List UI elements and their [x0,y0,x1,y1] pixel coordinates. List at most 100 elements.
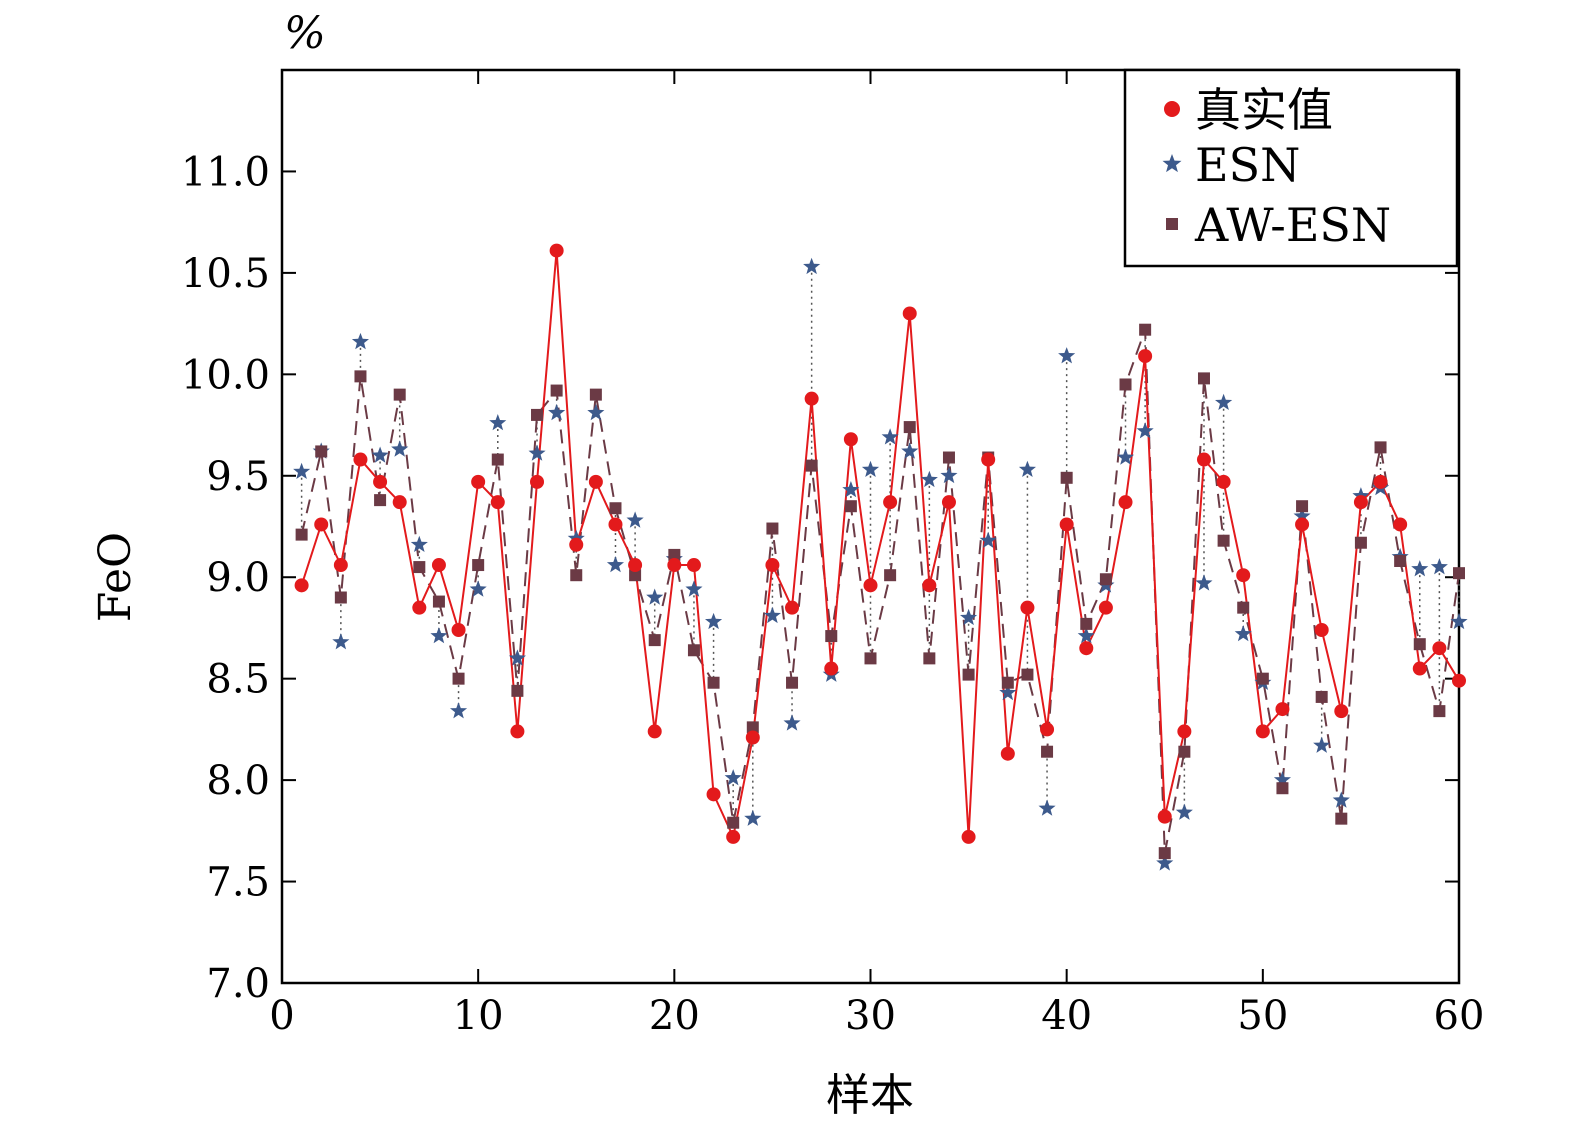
awesn-point [1197,372,1210,385]
awesn-point [923,652,936,665]
series-lines [300,250,1460,854]
true-value-point [745,730,760,745]
true-value-point [1177,724,1192,739]
true-value-point [647,724,662,739]
esn-point [646,588,664,605]
legend-label: ESN [1195,138,1300,192]
awesn-point [413,561,426,574]
x-tick-label: 40 [1041,993,1092,1039]
esn-point [1313,736,1331,753]
esn-point [1077,627,1095,644]
x-tick-label: 10 [453,993,504,1039]
awesn-point [942,451,955,464]
true-value-point [588,474,603,489]
y-tick-label: 10.5 [181,251,270,297]
awesn-point [1041,745,1054,758]
true-value-point [1353,495,1368,510]
true-value-point [451,622,466,637]
esn-point [842,481,860,498]
true-value-point [883,495,898,510]
esn-point [685,580,703,597]
awesn-point [1374,441,1387,454]
esn-point [1293,507,1311,524]
esn-point [901,442,919,459]
esn-point [450,702,468,719]
y-tick-label: 11.0 [181,149,270,195]
esn-point [1156,854,1174,871]
esn-point [1018,460,1036,477]
true-value-point [1059,517,1074,532]
awesn-point [1394,554,1407,567]
x-tick-label: 20 [649,993,700,1039]
awesn-point [1276,782,1289,795]
esn-point [1117,448,1135,465]
true-value-point [1216,474,1231,489]
esn-point [430,627,448,644]
awesn-point [1139,323,1152,336]
true-value-point [1452,673,1466,688]
esn-point [979,531,997,548]
awesn-point [825,630,838,643]
true-value-point [941,495,956,510]
awesn-point [472,559,485,572]
true-value-point [431,558,446,573]
awesn-point [1001,676,1014,689]
awesn-point [589,388,602,401]
y-tick-label: 10.0 [181,352,270,398]
esn-point [861,460,880,477]
true-value-point [902,306,917,321]
awesn-point [1453,567,1465,580]
y-tick-label: 7.0 [206,961,270,1007]
awesn-point [334,591,347,604]
true-value-point [294,578,309,593]
true-value-point [314,517,329,532]
esn-point [351,332,369,350]
esn-point [960,608,978,626]
awesn-point [609,502,622,515]
awesn-point [315,445,328,458]
true-value-point [765,558,780,573]
legend-box [1123,68,1459,268]
true-value-point [569,537,584,552]
awesn-point [1413,638,1426,651]
esn-point [332,633,350,650]
true-value-point [922,578,937,593]
awesn-point [1217,534,1230,547]
awesn-point [1296,500,1309,513]
true-value-point [726,829,741,844]
awesn-point [707,676,720,689]
legend-true-value-marker [1164,101,1180,117]
awesn-point [1315,690,1328,703]
awesn-point [1060,471,1073,484]
x-tick-label: 50 [1237,993,1288,1039]
awesn-point [1021,668,1034,681]
true-value-point [1255,724,1270,739]
true-value-point [1040,722,1055,737]
awesn-point [432,595,445,608]
true-value-point [843,432,858,447]
esn-point [705,612,723,630]
unit-label: % [284,8,326,59]
esn-point [1058,347,1076,364]
esn-point [920,470,938,488]
awesn-point [805,459,818,472]
y-axis-ticks: 7.0 7.5 8.0 8.5 9.0 9.5 10.0 10.5 11.0 [181,149,1459,1007]
true-value-point [1236,568,1251,583]
true-value-point [804,391,819,406]
awesn-point [864,652,877,665]
esn-point [1195,574,1213,591]
esn-point [548,403,566,421]
series-markers [293,243,1468,871]
y-tick-label: 8.0 [206,758,270,804]
true-value-point [1275,702,1290,717]
awesn-point [884,569,897,582]
true-value-point [333,558,348,573]
esn-point [469,580,487,597]
esn-point [528,444,546,461]
esn-point [1234,625,1252,642]
awesn-point [491,453,504,466]
true-value-point [530,474,545,489]
awesn-point [1335,812,1348,825]
